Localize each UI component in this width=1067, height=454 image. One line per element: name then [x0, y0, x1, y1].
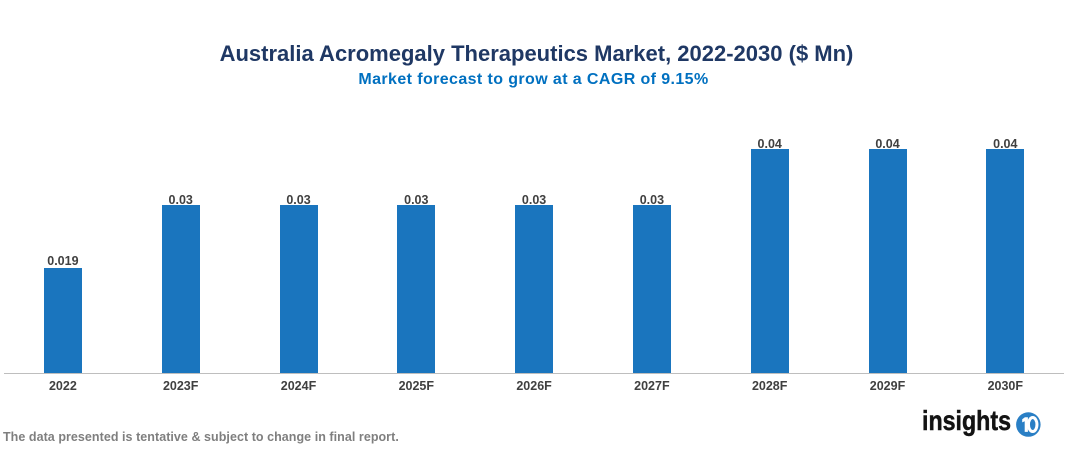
svg-text:insights: insights [922, 405, 1011, 436]
